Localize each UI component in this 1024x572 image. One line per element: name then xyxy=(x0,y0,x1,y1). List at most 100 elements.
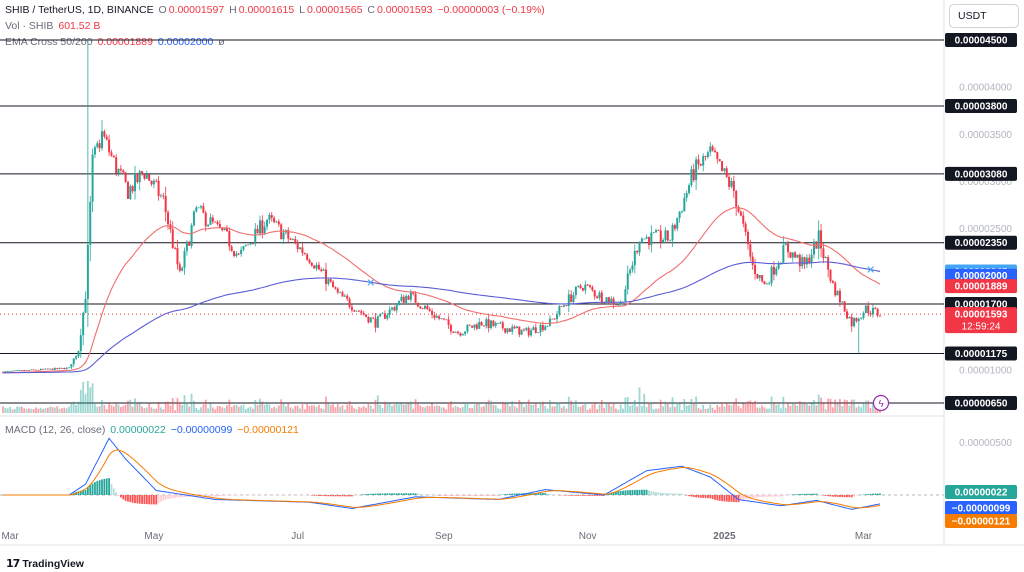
candle-body xyxy=(393,307,396,311)
macd-histogram-bar xyxy=(376,493,379,495)
candle-body xyxy=(527,328,530,336)
candle-body xyxy=(647,236,650,246)
macd-histogram-bar xyxy=(836,495,839,497)
candle-body xyxy=(692,169,695,181)
macd-histogram-bar xyxy=(544,493,547,495)
volume-bar xyxy=(864,400,867,413)
candle-body xyxy=(65,367,68,370)
candle-body xyxy=(72,358,75,365)
candle-body xyxy=(60,367,63,369)
volume-bar xyxy=(13,409,16,413)
candle-body xyxy=(9,370,12,372)
macd-histogram-bar xyxy=(673,493,676,495)
macd-histogram-bar xyxy=(725,495,728,502)
volume-bar xyxy=(127,400,129,413)
candle-body xyxy=(765,283,768,285)
level-badge: 0.00004500 xyxy=(945,33,1017,47)
volume-bar xyxy=(513,406,516,413)
candle-body xyxy=(162,195,165,197)
volume-bar xyxy=(268,404,271,413)
volume-bar xyxy=(355,409,358,413)
candle-body xyxy=(784,243,787,246)
candle-body xyxy=(577,285,580,287)
volume-bar xyxy=(645,407,648,413)
volume-bar xyxy=(773,401,775,413)
macd-histogram-bar xyxy=(346,495,349,497)
candle-body xyxy=(6,371,9,372)
ema-cross-marker: ✕ xyxy=(866,265,875,277)
candle-body xyxy=(192,211,195,226)
candle-body xyxy=(822,248,825,259)
volume-bar xyxy=(440,407,443,413)
candle-body xyxy=(827,257,830,270)
candle-body xyxy=(756,274,759,279)
macd-histogram-bar xyxy=(839,495,841,497)
volume-bar xyxy=(650,402,653,413)
volume-bar xyxy=(721,402,723,413)
volume-bar xyxy=(612,403,615,413)
candle-body xyxy=(251,243,254,245)
volume-bar xyxy=(789,405,792,413)
volume-bar xyxy=(23,408,26,413)
volume-bar xyxy=(619,404,622,413)
macd-badge-bg xyxy=(945,501,1017,515)
volume-bar xyxy=(407,403,410,413)
volume-bar xyxy=(516,407,518,413)
macd-histogram-bar xyxy=(162,495,165,501)
candle-body xyxy=(277,221,280,225)
volume-bar xyxy=(678,403,681,413)
volume-bar xyxy=(860,407,863,413)
candle-body xyxy=(275,221,278,223)
volume-bar xyxy=(527,399,530,413)
candle-body xyxy=(155,180,158,182)
macd-axis-tick: 0.00000500 xyxy=(959,438,1012,449)
macd-histogram-bar xyxy=(339,495,342,497)
candle-body xyxy=(433,314,436,318)
volume-bar xyxy=(28,408,30,413)
volume-bar xyxy=(473,404,476,413)
candle-body xyxy=(636,250,639,253)
volume-bar xyxy=(287,402,290,413)
volume-bar xyxy=(376,395,379,413)
volume-bar xyxy=(313,405,316,413)
volume-bar xyxy=(782,396,785,413)
level-badge-bg xyxy=(945,166,1017,181)
volume-bar xyxy=(91,383,94,413)
candle-body xyxy=(718,159,721,162)
candle-body xyxy=(270,214,273,218)
volume-bar xyxy=(20,406,23,413)
macd-histogram-bar xyxy=(827,495,830,497)
candle-body xyxy=(68,367,71,369)
currency-selector-button[interactable]: USDT xyxy=(949,4,1019,28)
candle-body xyxy=(629,269,632,274)
candle-body xyxy=(440,318,443,320)
macd-histogram-bar xyxy=(412,493,415,495)
symbol-title: SHIB / TetherUS, 1D, BINANCE xyxy=(5,4,154,16)
volume-bar xyxy=(711,407,714,413)
macd-histogram-bar xyxy=(775,495,778,497)
macd-histogram-bar xyxy=(567,495,570,496)
volume-bar xyxy=(259,398,261,413)
macd-signal-value: −0.00000121 xyxy=(237,424,299,436)
candle-body xyxy=(207,224,210,227)
candle-body xyxy=(334,287,337,289)
macd-histogram-bar xyxy=(751,495,754,498)
candle-body xyxy=(249,243,252,245)
candle-body xyxy=(775,268,778,275)
candle-body xyxy=(108,139,111,153)
macd-histogram-bar xyxy=(138,495,141,504)
volume-bar xyxy=(412,408,415,413)
volume-bar xyxy=(673,406,676,413)
volume-bar xyxy=(763,407,766,413)
volume-bar xyxy=(768,408,771,413)
candle-body xyxy=(650,232,653,246)
macd-histogram-bar xyxy=(103,478,106,495)
macd-histogram-bar xyxy=(773,495,775,497)
candle-body xyxy=(805,257,808,265)
macd-histogram-bar xyxy=(409,493,412,495)
candle-body xyxy=(70,364,73,368)
macd-histogram-bar xyxy=(648,490,650,495)
candle-body xyxy=(383,313,386,319)
candle-body xyxy=(141,171,144,175)
